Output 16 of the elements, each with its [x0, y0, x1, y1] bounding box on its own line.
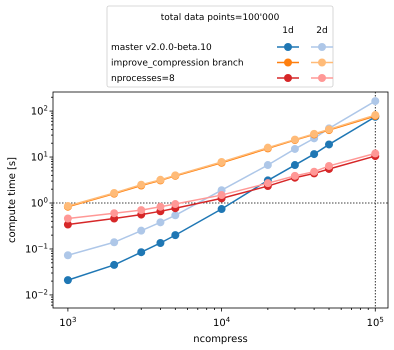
- x-axis-title: ncompress: [193, 334, 248, 345]
- y-tick-label: 10$^{−1}$: [24, 242, 48, 256]
- text: master v2.0.0-beta.10: [111, 43, 212, 53]
- text: 1d: [282, 26, 294, 36]
- x-tick-label: 10$^{4}$: [212, 316, 231, 329]
- text: 2d: [316, 26, 328, 36]
- y-tick-label: 10$^{−2}$: [24, 288, 48, 302]
- y-tick-label: 10$^{0}$: [30, 196, 48, 210]
- y-tick-label: 10$^{2}$: [30, 104, 48, 118]
- y-axis-title: compute time [s]: [7, 156, 18, 244]
- text: improve_compression branch: [111, 58, 244, 68]
- x-tick-label: 10$^{5}$: [366, 316, 384, 329]
- text: nprocesses=8: [111, 74, 176, 84]
- y-tick-label: 10$^{1}$: [30, 150, 48, 164]
- legend-title: total data points=100'000: [160, 13, 280, 23]
- x-tick-label: 10$^{3}$: [59, 316, 76, 329]
